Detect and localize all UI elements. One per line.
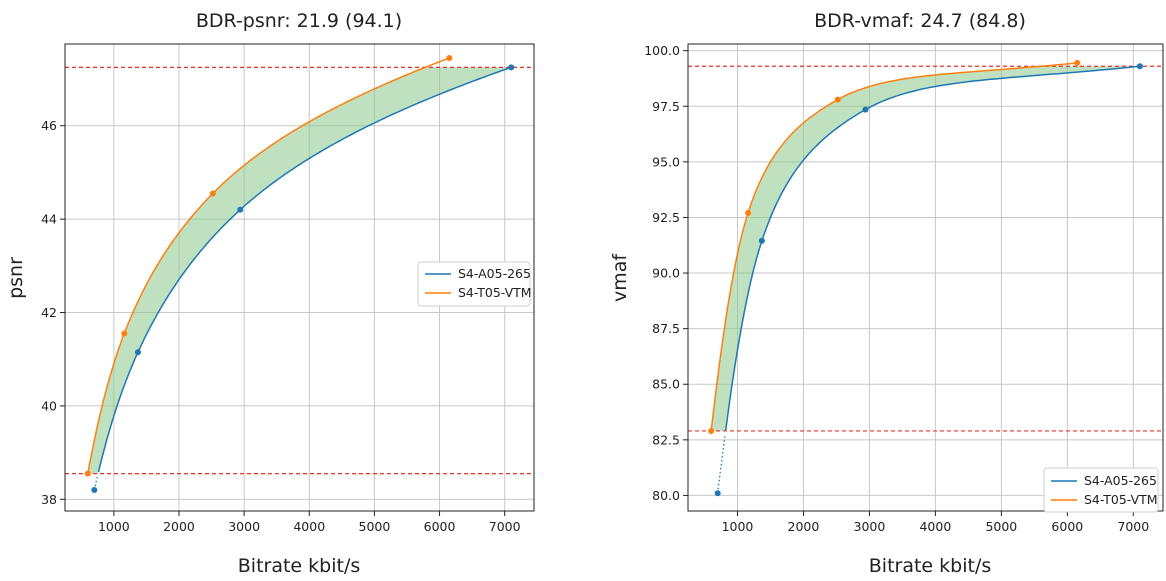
vmaf-plot-frame: [687, 43, 1164, 512]
vmaf-x-tick-label: 3000: [854, 519, 886, 534]
psnr-series-tail-a: [93, 474, 99, 491]
vmaf-point-b: [834, 96, 841, 103]
psnr-legend-label-b: S4-T05-VTM: [458, 285, 532, 300]
psnr-x-tick-label: 3000: [228, 519, 260, 534]
vmaf-point-a: [1136, 63, 1143, 70]
vmaf-x-tick-label: 2000: [788, 519, 820, 534]
psnr-y-tick-label: 46: [41, 118, 57, 133]
vmaf-point-a: [714, 490, 721, 497]
psnr-fill-area: [87, 67, 512, 474]
vmaf-y-tick-label: 82.5: [652, 432, 680, 447]
vmaf-data-points: [708, 59, 1143, 497]
psnr-y-tick-label: 42: [41, 305, 57, 320]
vmaf-y-tick-label: 87.5: [652, 321, 680, 336]
psnr-point-a: [237, 206, 244, 213]
vmaf-point-b: [745, 210, 752, 217]
psnr-point-b: [84, 470, 91, 477]
psnr-x-tick-label: 6000: [424, 519, 456, 534]
psnr-y-tick-label: 40: [41, 398, 57, 413]
psnr-chart-title: BDR-psnr: 21.9 (94.1): [196, 10, 402, 32]
vmaf-x-axis-label: Bitrate kbit/s: [869, 555, 992, 577]
vmaf-x-tick-label: 5000: [985, 519, 1017, 534]
vmaf-y-tick-label: 97.5: [652, 99, 680, 114]
psnr-x-tick-label: 7000: [489, 519, 521, 534]
psnr-bdr-fill: [87, 67, 512, 474]
vmaf-y-tick-label: 92.5: [652, 210, 680, 225]
psnr-x-tick-label: 5000: [359, 519, 391, 534]
vmaf-x-tick-label: 1000: [722, 519, 754, 534]
vmaf-point-a: [862, 106, 869, 113]
vmaf-chart: BDR-vmaf: 24.7 (84.8) 1000 2000 3000 4000 50…: [609, 10, 1164, 577]
vmaf-legend: S4-A05-265 S4-T05-VTM: [1043, 467, 1159, 513]
psnr-series-lines: [87, 57, 512, 491]
psnr-y-tick-label: 38: [41, 492, 57, 507]
vmaf-x-tick-label: 7000: [1117, 519, 1149, 534]
psnr-legend-label-a: S4-A05-265: [458, 266, 531, 281]
vmaf-y-axis-label: vmaf: [609, 253, 631, 302]
psnr-series-line-a: [97, 66, 512, 473]
vmaf-series-line-b: [710, 62, 1078, 431]
vmaf-guide-lines: [688, 65, 1163, 432]
vmaf-series-tail-a: [717, 436, 726, 494]
vmaf-legend-box: [1043, 467, 1159, 513]
vmaf-y-tick-label: 80.0: [652, 488, 680, 503]
psnr-tick-labels: 1000 2000 3000 4000 5000 6000 7000 38 40 42 44 46: [41, 118, 521, 534]
psnr-point-b: [446, 55, 453, 62]
psnr-x-tick-label: 1000: [98, 519, 130, 534]
psnr-data-points: [84, 55, 515, 493]
vmaf-point-b: [708, 427, 715, 434]
psnr-guide-lines: [65, 66, 534, 475]
psnr-point-a: [91, 486, 98, 493]
psnr-point-a: [508, 64, 515, 71]
psnr-point-b: [209, 190, 216, 197]
vmaf-y-tick-label: 85.0: [652, 377, 680, 392]
vmaf-y-tick-label: 100.0: [644, 43, 680, 58]
psnr-plot-frame: [64, 43, 535, 512]
vmaf-point-a: [758, 237, 765, 244]
vmaf-chart-title: BDR-vmaf: 24.7 (84.8): [814, 10, 1026, 32]
vmaf-series-line-a: [724, 65, 1140, 431]
vmaf-fill-area: [711, 66, 1140, 431]
psnr-y-tick-label: 44: [41, 212, 57, 227]
psnr-x-tick-label: 2000: [163, 519, 195, 534]
vmaf-legend-label-b: S4-T05-VTM: [1084, 492, 1158, 507]
psnr-legend-box: [417, 261, 531, 307]
vmaf-grid: [688, 44, 1163, 511]
vmaf-point-b: [1074, 59, 1081, 66]
psnr-point-b: [121, 330, 128, 337]
vmaf-tick-labels: 1000 2000 3000 4000 5000 6000 7000 80.0 82.5 85.0…: [644, 43, 1149, 534]
psnr-series-line-b: [87, 57, 450, 474]
psnr-chart: BDR-psnr: 21.9 (94.1) 1000 2000 3000 4000 50…: [5, 10, 535, 577]
psnr-legend: S4-A05-265 S4-T05-VTM: [417, 261, 532, 307]
vmaf-x-tick-label: 6000: [1051, 519, 1083, 534]
vmaf-bdr-fill: [711, 66, 1140, 431]
psnr-y-axis-label: psnr: [5, 257, 27, 299]
psnr-point-a: [134, 349, 141, 356]
vmaf-x-tick-label: 4000: [919, 519, 951, 534]
vmaf-legend-label-a: S4-A05-265: [1084, 473, 1157, 488]
vmaf-series-lines: [710, 62, 1140, 494]
psnr-x-axis-label: Bitrate kbit/s: [238, 555, 361, 577]
vmaf-y-tick-label: 90.0: [652, 266, 680, 281]
psnr-x-tick-label: 4000: [293, 519, 325, 534]
vmaf-y-tick-label: 95.0: [652, 154, 680, 169]
